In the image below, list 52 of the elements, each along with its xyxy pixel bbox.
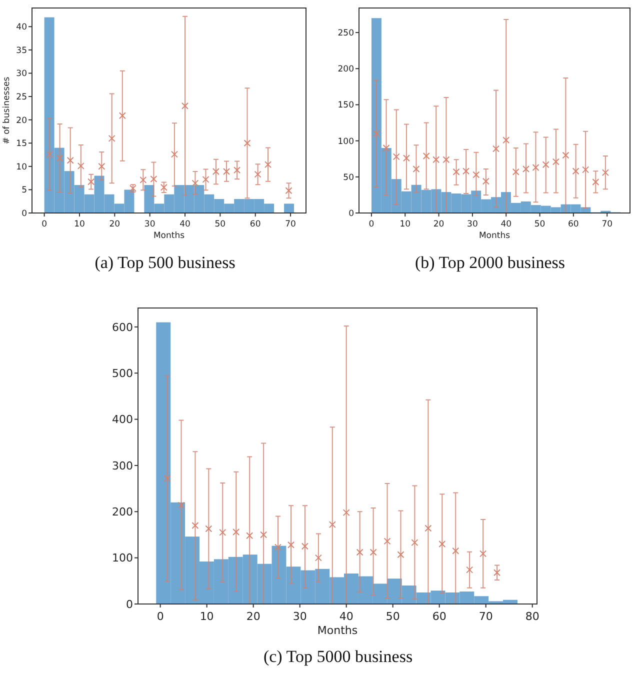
- x-axis-title: Months: [478, 231, 511, 241]
- x-tick-label: 50: [386, 610, 400, 623]
- x-tick-label: 70: [478, 610, 493, 623]
- x-tick-label: 20: [246, 610, 260, 623]
- x-tick-label: 60: [432, 610, 446, 623]
- y-tick-label: 50: [343, 172, 354, 183]
- y-tick-label: 0: [22, 208, 27, 219]
- y-tick-label: 20: [16, 116, 27, 126]
- y-tick-label: 35: [16, 46, 27, 56]
- x-axis-title: Months: [153, 231, 186, 241]
- x-tick-label: 30: [292, 610, 307, 623]
- y-tick-label: 5: [22, 186, 27, 196]
- x-tick-label: 50: [214, 220, 226, 230]
- x-tick-label: 60: [250, 220, 261, 230]
- x-tick-label: 10: [400, 220, 411, 230]
- x-tick-label: 70: [285, 220, 296, 230]
- y-tick-label: 10: [16, 162, 27, 172]
- y-tick-label: 250: [338, 28, 354, 39]
- x-axis-title: Months: [317, 624, 358, 637]
- x-tick-label: 40: [500, 220, 512, 230]
- x-tick-label: 70: [602, 220, 613, 230]
- x-tick-label: 40: [180, 220, 190, 230]
- y-tick-label: 100: [112, 552, 133, 565]
- y-tick-label: 0: [126, 598, 133, 611]
- y-tick-label: 100: [338, 136, 354, 147]
- x-tick-label: 60: [568, 220, 579, 230]
- x-tick-label: 10: [74, 220, 85, 230]
- y-tick-label: 25: [16, 92, 27, 102]
- y-tick-label: 600: [112, 320, 133, 334]
- x-tick-label: 10: [200, 610, 214, 623]
- y-tick-label: 15: [16, 139, 27, 150]
- y-tick-label: 400: [112, 413, 133, 426]
- y-tick-label: 150: [338, 100, 354, 111]
- y-tick-label: 200: [112, 505, 133, 518]
- x-tick-label: 80: [525, 610, 540, 623]
- x-tick-label: 0: [42, 220, 48, 230]
- text: (c) Top 5000 business: [263, 647, 413, 666]
- y-tick-label: 0: [348, 208, 354, 219]
- y-tick-label: 30: [16, 69, 27, 80]
- x-tick-label: 0: [368, 220, 374, 230]
- y-axis-title: # of businesses: [2, 76, 12, 144]
- x-tick-label: 50: [534, 220, 546, 230]
- x-tick-label: 0: [156, 610, 164, 623]
- y-tick-label: 500: [112, 366, 133, 380]
- y-tick-label: 300: [112, 459, 133, 472]
- x-tick-label: 30: [467, 220, 478, 230]
- x-tick-label: 20: [433, 220, 444, 230]
- text: (a) Top 500 business: [94, 253, 236, 272]
- text: (b) Top 2000 business: [414, 253, 566, 272]
- y-tick-label: 200: [338, 64, 354, 75]
- y-tick-label: 40: [16, 22, 27, 33]
- x-tick-label: 30: [144, 220, 156, 230]
